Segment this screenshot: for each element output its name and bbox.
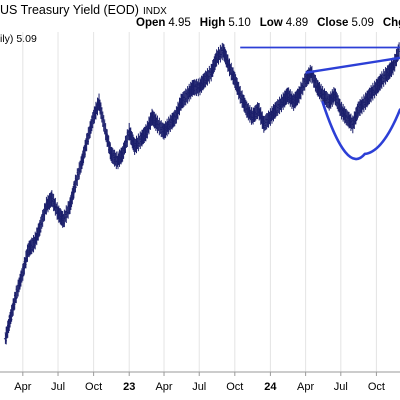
annotations [240, 46, 400, 161]
open-label: Open [136, 17, 166, 29]
legend-value: 5.09 [16, 33, 37, 45]
x-tick-label: Jul [334, 381, 348, 393]
exchange-label: INDX [142, 6, 167, 17]
high-value: 5.10 [228, 17, 251, 29]
x-tick-label: Apr [297, 381, 314, 393]
x-tick-label: Jul [192, 381, 206, 393]
x-tick-label: Jul [51, 381, 65, 393]
open-value: 4.95 [168, 17, 191, 29]
close-label: Close [317, 17, 349, 29]
x-tick-label: Oct [226, 381, 243, 393]
close-value: 5.09 [351, 17, 374, 29]
legend-text: ily) [0, 33, 14, 45]
x-tick-label: Apr [155, 381, 172, 393]
x-axis: Apr Jul Oct 23 Apr Jul Oct 24 Apr Jul Oct [0, 371, 400, 393]
x-tick-label: Oct [85, 381, 102, 393]
x-tick-label: 23 [123, 381, 135, 393]
chg-label: Chg [382, 17, 400, 29]
high-label: High [199, 17, 226, 29]
series-legend: ily) 5.09 [0, 33, 37, 45]
cup-arc [321, 100, 400, 161]
low-value: 4.89 [285, 17, 309, 29]
upper-trendline [305, 56, 400, 74]
x-tick-label: Apr [14, 381, 31, 393]
x-tick-label: 24 [264, 381, 277, 393]
chart-title-text: US Treasury Yield (EOD) [0, 3, 139, 17]
chart-title: US Treasury Yield (EOD) INDX [0, 3, 167, 17]
low-label: Low [259, 17, 283, 29]
x-tick-label: Oct [368, 381, 385, 393]
ohlc-bars [3, 42, 400, 345]
